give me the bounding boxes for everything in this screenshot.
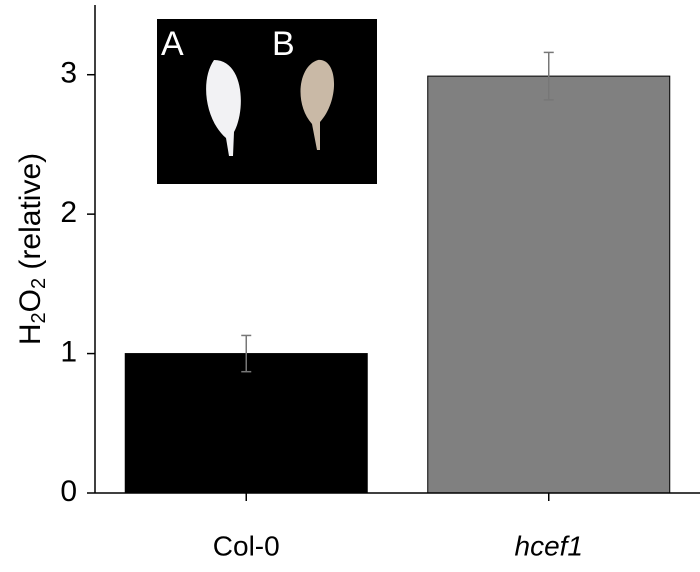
- y-tick-label: 3: [60, 57, 77, 90]
- bar: [124, 353, 368, 494]
- inset-label: B: [272, 25, 295, 63]
- inset: A B: [157, 19, 377, 184]
- inset-label: A: [161, 25, 184, 63]
- leaf-a: [206, 60, 241, 156]
- bar: [427, 75, 671, 494]
- leaf-b: [300, 59, 335, 150]
- x-tick-label: hcef1: [515, 530, 584, 561]
- y-tick-label: 1: [60, 335, 77, 368]
- y-tick-label: 2: [60, 196, 77, 229]
- y-tick-label: 0: [60, 475, 77, 508]
- y-axis-label: H2O2 (relative): [14, 153, 50, 345]
- inset-background: [157, 19, 377, 184]
- x-tick-label: Col-0: [213, 530, 280, 561]
